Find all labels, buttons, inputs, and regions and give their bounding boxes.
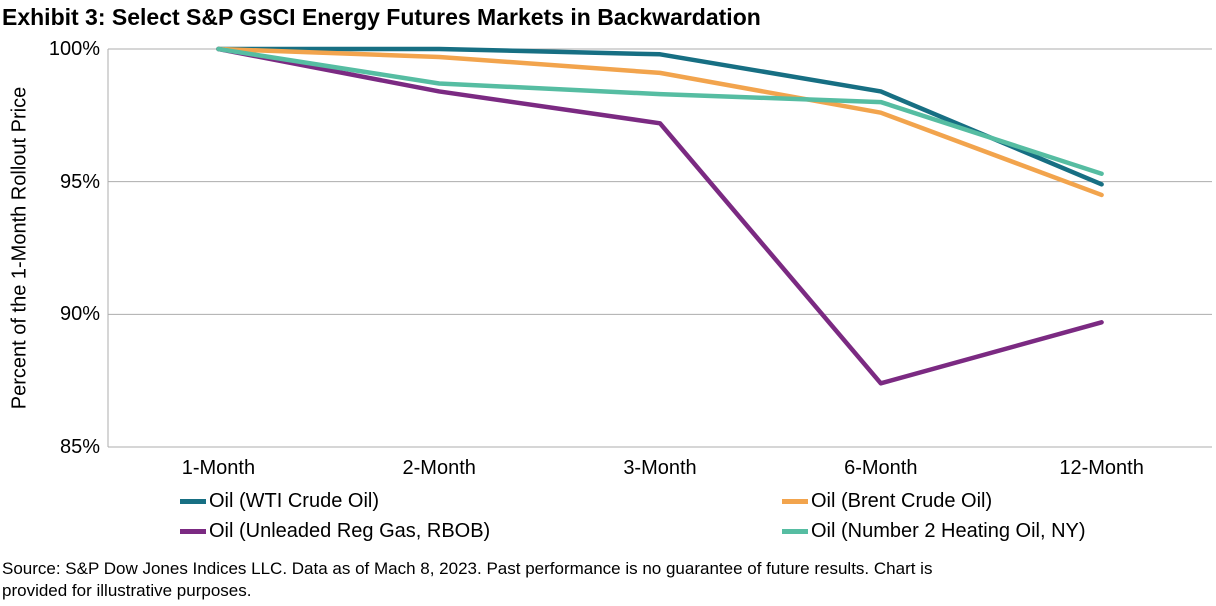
legend-swatch-oil-unleaded-reg-gas-rbob xyxy=(180,528,206,534)
source-line-2: provided for illustrative purposes. xyxy=(2,581,252,600)
legend-label-oil-unleaded-reg-gas-rbob: Oil (Unleaded Reg Gas, RBOB) xyxy=(209,519,491,542)
x-tick-label-1-month: 1-Month xyxy=(181,457,256,479)
legend-swatch-oil-wti-crude-oil xyxy=(180,498,206,504)
source-line-1: Source: S&P Dow Jones Indices LLC. Data … xyxy=(2,559,933,578)
source-text: Source: S&P Dow Jones Indices LLC. Data … xyxy=(2,558,932,602)
series-line-oil-number-2-heating-oil-ny xyxy=(216,46,1104,176)
y-tick-label-90: 90% xyxy=(59,303,100,326)
legend-label-oil-brent-crude-oil: Oil (Brent Crude Oil) xyxy=(811,489,993,512)
legend-item-oil-number-2-heating-oil-ny: Oil (Number 2 Heating Oil, NY) xyxy=(782,519,1086,543)
legend-item-oil-brent-crude-oil: Oil (Brent Crude Oil) xyxy=(782,489,992,513)
y-tick-label-95: 95% xyxy=(59,170,100,193)
x-tick-label-3-month: 3-Month xyxy=(623,457,697,479)
legend-label-oil-wti-crude-oil: Oil (WTI Crude Oil) xyxy=(209,489,379,512)
y-axis-title: Percent of the 1-Month Rollout Price xyxy=(8,86,31,410)
x-tick-label-2-month: 2-Month xyxy=(402,457,476,479)
legend-swatch-oil-brent-crude-oil xyxy=(782,498,808,504)
legend-swatch-oil-number-2-heating-oil-ny xyxy=(782,528,808,534)
series-line-oil-wti-crude-oil xyxy=(216,46,1104,187)
series-line-oil-unleaded-reg-gas-rbob xyxy=(216,46,1104,386)
x-tick-label-6-month: 6-Month xyxy=(844,457,918,479)
y-tick-label-85: 85% xyxy=(59,436,100,458)
y-tick-label-100: 100% xyxy=(48,38,100,60)
chart-title: Exhibit 3: Select S&P GSCI Energy Future… xyxy=(2,4,761,30)
x-tick-label-12-month: 12-Month xyxy=(1059,457,1144,479)
legend-item-oil-wti-crude-oil: Oil (WTI Crude Oil) xyxy=(180,489,379,513)
series-line-oil-brent-crude-oil xyxy=(216,46,1104,198)
legend-label-oil-number-2-heating-oil-ny: Oil (Number 2 Heating Oil, NY) xyxy=(811,519,1086,542)
legend-item-oil-unleaded-reg-gas-rbob: Oil (Unleaded Reg Gas, RBOB) xyxy=(180,519,490,543)
